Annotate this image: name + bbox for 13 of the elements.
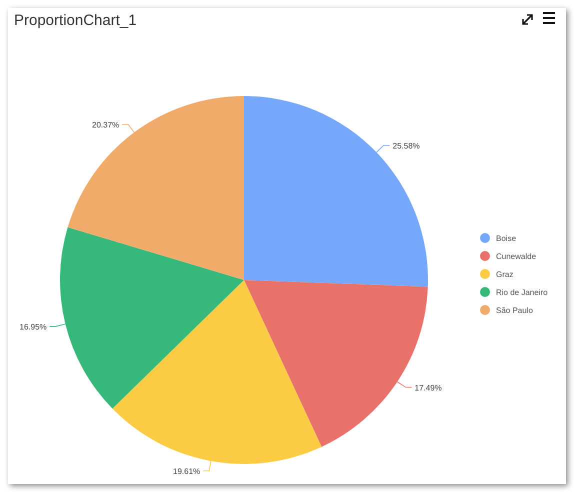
legend-label: Boise [496, 234, 517, 243]
chart-title: ProportionChart_1 [14, 12, 137, 29]
legend-label: Rio de Janeiro [496, 288, 548, 297]
data-label: 17.49% [414, 383, 442, 392]
legend-label: São Paulo [496, 306, 534, 315]
pie-slice [244, 96, 428, 287]
data-label: 19.61% [173, 466, 200, 476]
data-label: 25.58% [392, 141, 420, 150]
pie-slice [68, 96, 244, 280]
data-label: 16.95% [19, 322, 47, 332]
legend-label: Cunewalde [496, 252, 537, 261]
legend-label: Graz [496, 270, 514, 279]
data-label: 20.37% [92, 120, 120, 130]
